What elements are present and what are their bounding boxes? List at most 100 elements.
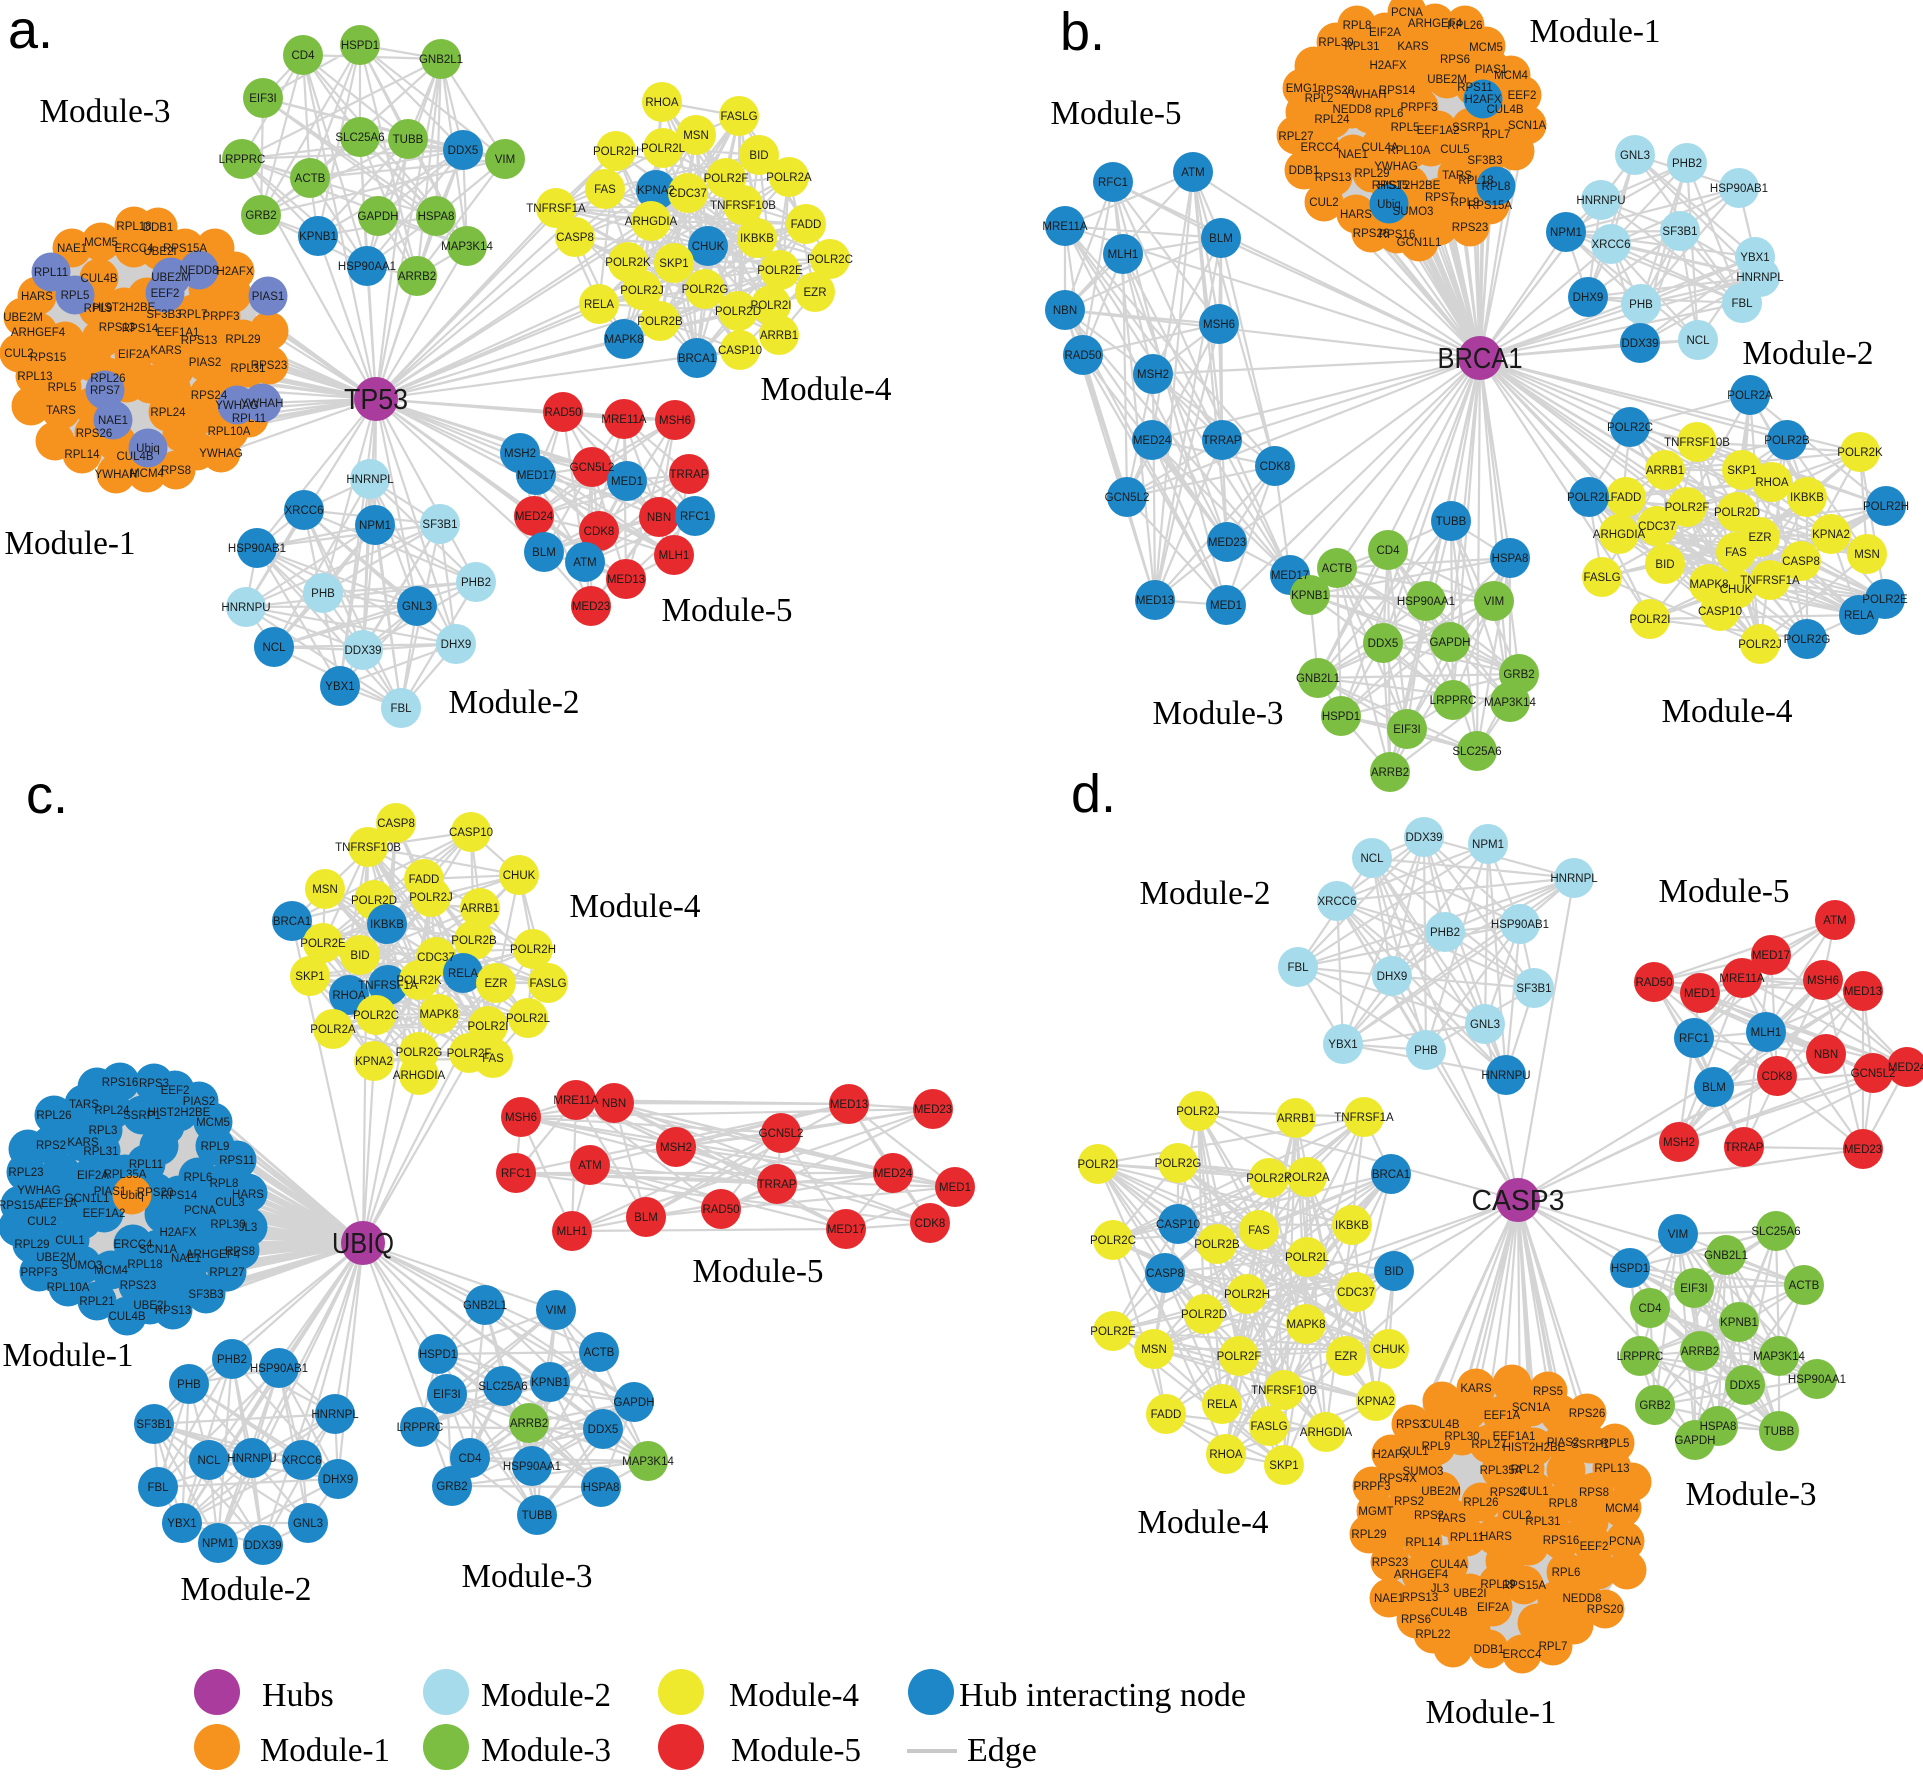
svg-text:MED24: MED24 xyxy=(515,511,554,523)
svg-text:KARS: KARS xyxy=(150,345,182,357)
svg-text:CDK8: CDK8 xyxy=(1260,461,1291,473)
svg-text:RPS13: RPS13 xyxy=(1315,172,1351,184)
svg-text:MSH6: MSH6 xyxy=(659,415,691,427)
svg-text:FBL: FBL xyxy=(390,703,412,715)
svg-text:CDK8: CDK8 xyxy=(915,1218,946,1230)
svg-text:TUBB: TUBB xyxy=(522,1510,553,1522)
svg-text:RPS13: RPS13 xyxy=(181,335,217,347)
svg-text:TRRAP: TRRAP xyxy=(758,1179,797,1191)
svg-text:SLC25A6: SLC25A6 xyxy=(1452,746,1501,758)
svg-text:RPL30: RPL30 xyxy=(1318,37,1353,49)
svg-text:BLM: BLM xyxy=(532,547,556,559)
svg-text:GNB2L1: GNB2L1 xyxy=(1296,673,1340,685)
svg-text:MED13: MED13 xyxy=(1844,986,1882,998)
svg-text:MAP3K14: MAP3K14 xyxy=(1753,1351,1805,1363)
svg-text:HSP90AA1: HSP90AA1 xyxy=(503,1461,561,1473)
svg-text:KPNB1: KPNB1 xyxy=(299,231,337,243)
svg-text:MED24: MED24 xyxy=(874,1168,913,1180)
svg-text:MED1: MED1 xyxy=(1684,988,1716,1000)
svg-text:H2AFX: H2AFX xyxy=(1369,60,1406,72)
svg-text:DDB1: DDB1 xyxy=(1289,165,1320,177)
svg-text:TARS: TARS xyxy=(1442,170,1472,182)
svg-text:BLM: BLM xyxy=(634,1212,658,1224)
svg-text:RPS16: RPS16 xyxy=(1543,1535,1579,1547)
svg-text:YBX1: YBX1 xyxy=(167,1518,196,1530)
svg-text:RPS6: RPS6 xyxy=(1401,1614,1431,1626)
svg-text:POLR2D: POLR2D xyxy=(1714,507,1760,519)
svg-text:GCN1L1: GCN1L1 xyxy=(1397,237,1442,249)
svg-text:SCN1A: SCN1A xyxy=(139,1244,178,1256)
svg-text:CUL1: CUL1 xyxy=(1519,1486,1548,1498)
svg-text:KPNA2: KPNA2 xyxy=(1357,1396,1395,1408)
svg-text:RPL8: RPL8 xyxy=(1482,181,1511,193)
svg-text:RPL11: RPL11 xyxy=(34,267,68,279)
svg-text:ARRB1: ARRB1 xyxy=(461,903,499,915)
svg-text:POLR2E: POLR2E xyxy=(1862,594,1908,606)
svg-text:UBE2M: UBE2M xyxy=(3,312,43,324)
svg-text:KPNA2: KPNA2 xyxy=(637,185,675,197)
svg-text:CUL2: CUL2 xyxy=(27,1216,56,1228)
svg-text:MED17: MED17 xyxy=(517,470,555,482)
svg-text:HNRNPL: HNRNPL xyxy=(1550,873,1598,885)
svg-text:Module-5: Module-5 xyxy=(662,592,793,629)
svg-text:NPM1: NPM1 xyxy=(202,1538,234,1550)
svg-text:EIF2A: EIF2A xyxy=(118,349,150,361)
svg-text:NCL: NCL xyxy=(262,642,286,654)
svg-text:PHB: PHB xyxy=(1414,1045,1438,1057)
svg-text:RPL13: RPL13 xyxy=(17,371,52,383)
svg-text:Ubiq: Ubiq xyxy=(1377,199,1401,211)
svg-text:SKP1: SKP1 xyxy=(1269,1460,1298,1472)
svg-text:UBE2I: UBE2I xyxy=(1453,1588,1486,1600)
svg-text:CHUK: CHUK xyxy=(1720,584,1753,596)
svg-text:BLM: BLM xyxy=(1209,233,1233,245)
svg-text:LRPPRC: LRPPRC xyxy=(397,1422,444,1434)
svg-text:MAPK8: MAPK8 xyxy=(605,334,644,346)
svg-text:TUBB: TUBB xyxy=(1436,516,1467,528)
svg-text:RPL35A: RPL35A xyxy=(104,1169,147,1181)
svg-text:Module-1: Module-1 xyxy=(1530,13,1661,50)
svg-text:TNFRSF1A: TNFRSF1A xyxy=(526,203,586,215)
svg-text:Hub interacting node: Hub interacting node xyxy=(959,1677,1246,1714)
svg-text:BRCA1: BRCA1 xyxy=(273,916,311,928)
svg-text:RPL14: RPL14 xyxy=(64,449,100,461)
svg-text:CUL2: CUL2 xyxy=(1502,1510,1531,1522)
svg-text:HSPA8: HSPA8 xyxy=(1492,553,1529,565)
svg-text:Module-2: Module-2 xyxy=(1140,875,1271,912)
svg-text:LRPPRC: LRPPRC xyxy=(219,154,266,166)
svg-text:DHX9: DHX9 xyxy=(1573,292,1604,304)
svg-text:ARRB1: ARRB1 xyxy=(1277,1113,1315,1125)
svg-text:NAE1: NAE1 xyxy=(98,415,128,427)
svg-text:VIM: VIM xyxy=(1484,596,1504,608)
svg-text:PIAS2: PIAS2 xyxy=(1547,1437,1580,1449)
svg-text:GAPDH: GAPDH xyxy=(1675,1435,1716,1447)
svg-text:c.: c. xyxy=(26,765,68,825)
svg-text:HSP90AB1: HSP90AB1 xyxy=(1710,183,1768,195)
svg-text:CUL4B: CUL4B xyxy=(1486,104,1523,116)
svg-text:Ubiq: Ubiq xyxy=(120,1190,144,1202)
svg-text:DDX39: DDX39 xyxy=(1621,338,1658,350)
svg-text:MRE11A: MRE11A xyxy=(1719,973,1764,985)
svg-text:GNL3: GNL3 xyxy=(293,1518,323,1530)
svg-text:MED13: MED13 xyxy=(1136,595,1174,607)
svg-text:UBE2M: UBE2M xyxy=(151,272,191,284)
svg-text:Module-1: Module-1 xyxy=(1426,1694,1557,1731)
svg-text:RPS15A: RPS15A xyxy=(1468,200,1512,212)
svg-text:Module-2: Module-2 xyxy=(1743,335,1874,372)
svg-text:HNRNPL: HNRNPL xyxy=(311,1409,359,1421)
svg-text:POLR2H: POLR2H xyxy=(1863,501,1909,513)
svg-text:EIF3I: EIF3I xyxy=(1393,724,1420,736)
svg-text:POLR2G: POLR2G xyxy=(682,284,729,296)
svg-text:RPL14: RPL14 xyxy=(1405,1537,1441,1549)
svg-text:GCN5L2: GCN5L2 xyxy=(570,462,615,474)
svg-text:MSH2: MSH2 xyxy=(1663,1137,1695,1149)
svg-text:ATM: ATM xyxy=(573,557,596,569)
svg-text:MCM4: MCM4 xyxy=(94,1265,128,1277)
svg-text:SF3B1: SF3B1 xyxy=(1516,983,1551,995)
svg-text:SF3B1: SF3B1 xyxy=(422,519,457,531)
svg-text:HIST2H2BE: HIST2H2BE xyxy=(1378,180,1441,192)
svg-text:RPL6: RPL6 xyxy=(1375,108,1404,120)
svg-text:HSPA8: HSPA8 xyxy=(583,1482,620,1494)
svg-text:ARRB2: ARRB2 xyxy=(510,1418,548,1430)
svg-text:RPS7: RPS7 xyxy=(90,385,120,397)
svg-text:CUL1: CUL1 xyxy=(1399,1446,1428,1458)
